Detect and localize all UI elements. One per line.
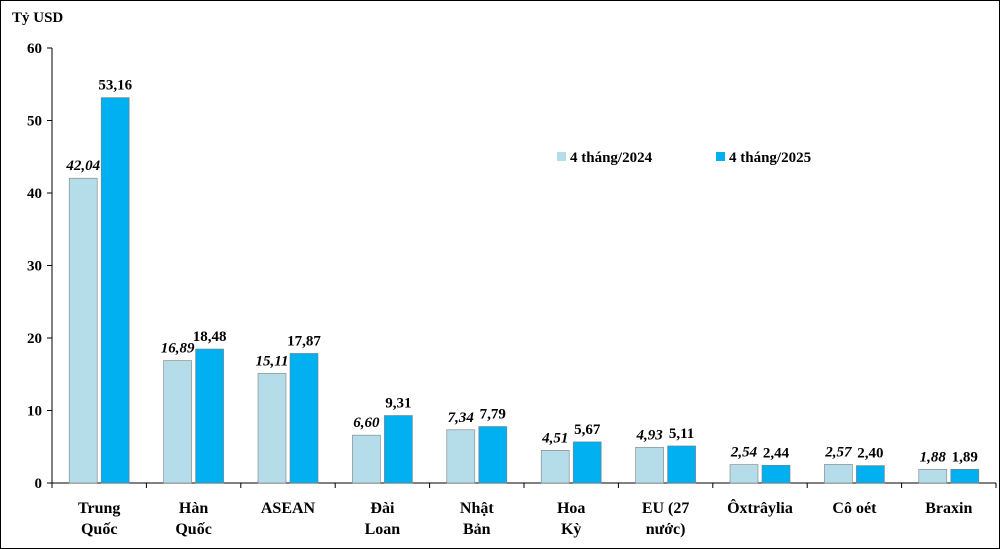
category-label: nước) bbox=[646, 521, 686, 538]
legend: 4 tháng/2024 4 tháng/2025 bbox=[557, 150, 811, 166]
bar-2024 bbox=[446, 429, 476, 484]
legend-label: 4 tháng/2025 bbox=[729, 150, 811, 166]
category-label: Kỳ bbox=[561, 521, 581, 538]
data-label: 5,67 bbox=[574, 422, 601, 438]
y-tick-label: 60 bbox=[27, 41, 42, 57]
bar-2025 bbox=[667, 445, 696, 484]
category-label: Ôxtrâylia bbox=[727, 498, 793, 517]
data-label: 4,51 bbox=[541, 430, 568, 446]
data-label: 2,57 bbox=[824, 444, 852, 460]
data-label: 2,40 bbox=[857, 446, 883, 462]
bar-2024 bbox=[918, 469, 948, 484]
bar-2024 bbox=[163, 360, 192, 484]
y-tick-label: 20 bbox=[27, 331, 42, 347]
y-tick-label: 10 bbox=[27, 404, 42, 420]
legend-label: 4 tháng/2024 bbox=[570, 150, 653, 166]
data-label: 7,79 bbox=[480, 407, 506, 423]
data-label: 9,31 bbox=[385, 396, 411, 412]
bars bbox=[68, 97, 980, 484]
bar-2025 bbox=[761, 465, 791, 484]
bar-2025 bbox=[289, 353, 319, 484]
bar-2025 bbox=[478, 426, 508, 484]
category-label: EU (27 bbox=[642, 500, 690, 517]
legend-swatch bbox=[716, 152, 725, 161]
category-label: Quốc bbox=[81, 521, 117, 538]
data-label: 1,88 bbox=[920, 449, 947, 465]
data-label: 15,11 bbox=[256, 353, 289, 369]
category-label: Trung bbox=[78, 500, 120, 517]
bar-2024 bbox=[540, 450, 570, 484]
bar-2024 bbox=[729, 464, 759, 484]
y-axis-label: Tỷ USD bbox=[12, 10, 63, 26]
data-label: 18,48 bbox=[193, 329, 227, 345]
category-label: Cô oét bbox=[832, 500, 877, 517]
data-label: 5,11 bbox=[669, 426, 694, 442]
data-label: 1,89 bbox=[952, 449, 978, 465]
category-labels: Trung Quốc Hàn Quốc ASEAN Đài Loan Nhật Bản Hoa Kỳ… bbox=[78, 498, 972, 538]
category-label: Braxin bbox=[925, 500, 972, 517]
data-label: 16,89 bbox=[161, 341, 195, 357]
category-label: Loan bbox=[365, 521, 401, 538]
bar-2024 bbox=[68, 177, 98, 484]
data-label: 53,16 bbox=[98, 78, 132, 94]
y-tick-label: 30 bbox=[27, 259, 42, 275]
bar-2024 bbox=[824, 464, 853, 484]
bar-2024 bbox=[352, 434, 381, 484]
bar-2024 bbox=[635, 446, 664, 484]
bar-2025 bbox=[950, 468, 980, 484]
y-tick-label: 50 bbox=[27, 114, 42, 130]
bar-2025 bbox=[100, 97, 130, 484]
category-label: Quốc bbox=[175, 521, 211, 538]
y-tick-label: 40 bbox=[27, 186, 42, 202]
y-tick-label: 0 bbox=[35, 476, 43, 492]
bar-2025 bbox=[195, 348, 224, 484]
bar-2025 bbox=[856, 465, 885, 484]
category-label: Bản bbox=[463, 521, 491, 538]
data-label: 2,44 bbox=[763, 445, 790, 461]
data-label: 2,54 bbox=[730, 445, 758, 461]
data-label: 42,04 bbox=[65, 158, 100, 174]
bar-2025 bbox=[572, 441, 602, 484]
category-label: Nhật bbox=[460, 500, 494, 517]
data-label: 4,93 bbox=[635, 427, 663, 443]
data-label: 17,87 bbox=[287, 333, 321, 349]
bar-2024 bbox=[257, 373, 287, 484]
category-label: Hàn bbox=[179, 500, 208, 517]
bar-2025 bbox=[384, 415, 413, 484]
data-label: 6,60 bbox=[353, 415, 380, 431]
legend-swatch bbox=[557, 152, 566, 161]
category-label: ASEAN bbox=[261, 500, 316, 517]
data-label: 7,34 bbox=[448, 410, 475, 426]
category-label: Đài bbox=[370, 500, 395, 517]
category-label: Hoa bbox=[557, 500, 585, 517]
